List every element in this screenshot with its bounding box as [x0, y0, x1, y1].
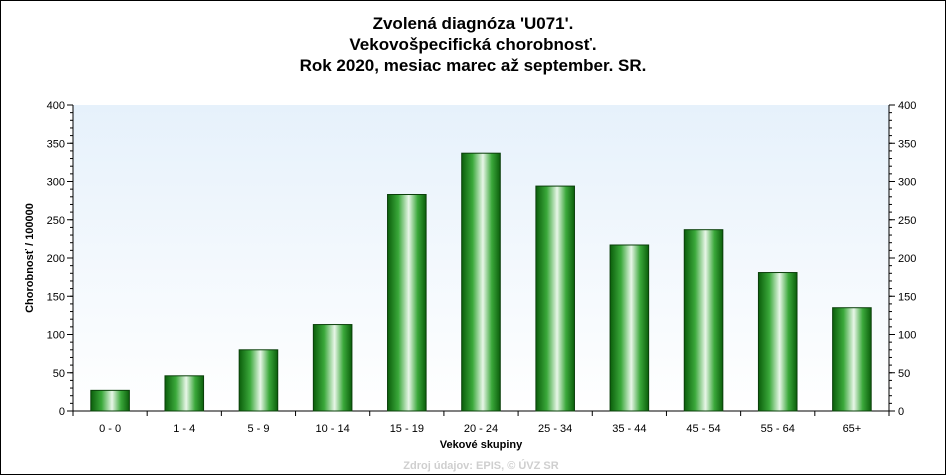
bar [312, 324, 353, 412]
chart-title-line-1: Zvolená diagnóza 'U071'. [372, 14, 574, 33]
y-tick-label-left: 0 [59, 406, 65, 418]
bar [164, 375, 205, 412]
bar [238, 349, 279, 412]
bar [757, 272, 798, 412]
y-axis-right: 0 50 100 150 200 250 300 350 400 [888, 100, 916, 418]
x-tick-label: 55 - 64 [761, 423, 795, 435]
x-tick-label: 35 - 44 [612, 423, 646, 435]
y-tick-label-left: 350 [47, 138, 65, 150]
y-tick-label-right: 150 [898, 291, 916, 303]
x-tick-label: 0 - 0 [99, 423, 121, 435]
bar [832, 307, 872, 412]
x-axis-title: Vekové skupiny [440, 439, 523, 451]
x-tick-label: 15 - 19 [390, 423, 424, 435]
y-tick-label-left: 250 [47, 215, 65, 227]
x-tick-label: 10 - 14 [316, 423, 350, 435]
x-tick-label: 25 - 34 [538, 423, 572, 435]
bar [461, 152, 501, 412]
bar [535, 185, 575, 412]
bar [90, 389, 130, 412]
x-tick-label: 65+ [843, 423, 862, 435]
y-tick-label-right: 50 [898, 368, 910, 380]
y-tick-label-left: 300 [47, 177, 65, 189]
x-tick-label: 1 - 4 [173, 423, 195, 435]
y-axis-title: Chorobnosť / 100000 [24, 203, 36, 313]
x-tick-label: 5 - 9 [247, 423, 269, 435]
bar-series [90, 152, 872, 412]
y-tick-label-right: 100 [898, 330, 916, 342]
y-tick-label-right: 400 [898, 100, 916, 112]
chart-title-line-3: Rok 2020, mesiac marec až september. SR. [299, 56, 647, 75]
y-tick-label-right: 250 [898, 215, 916, 227]
y-tick-label-right: 350 [898, 138, 916, 150]
bar [609, 244, 650, 412]
y-tick-label-left: 150 [47, 291, 65, 303]
source-note: Zdroj údajov: EPIS, © ÚVZ SR [403, 459, 558, 472]
bar [683, 229, 724, 412]
y-axis-left: 0 50 100 150 200 250 300 350 400 [47, 100, 74, 418]
y-tick-label-right: 300 [898, 177, 916, 189]
x-axis: 0 - 0 1 - 4 5 - 9 10 - 14 15 - 19 20 - 24 25 -… [72, 410, 890, 435]
y-tick-label-left: 100 [47, 330, 65, 342]
y-tick-label-left: 50 [53, 368, 65, 380]
y-tick-label-right: 0 [898, 406, 904, 418]
y-tick-label-left: 200 [47, 253, 65, 265]
chart-title-line-2: Vekovošpecifická chorobnosť. [349, 35, 597, 54]
y-tick-label-left: 400 [47, 100, 65, 112]
chart-title: Zvolená diagnóza 'U071'. Vekovošpecifick… [1, 13, 945, 76]
x-tick-label: 20 - 24 [464, 423, 498, 435]
y-tick-label-right: 200 [898, 253, 916, 265]
x-tick-label: 45 - 54 [686, 423, 720, 435]
bar [387, 194, 427, 412]
